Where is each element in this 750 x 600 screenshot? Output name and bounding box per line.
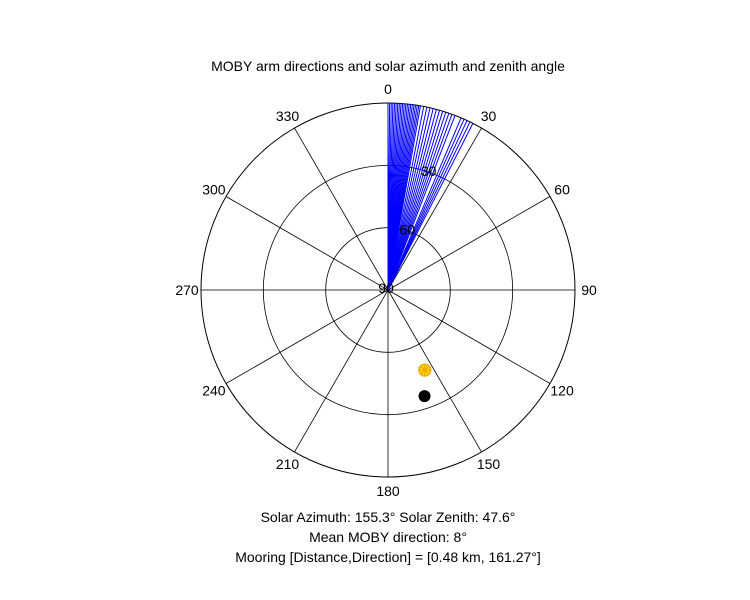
- radial-tick-label: 60: [400, 221, 416, 237]
- angle-tick-label: 120: [550, 383, 574, 399]
- arm-directions: [387, 103, 474, 291]
- angle-tick-labels: 0 30 60 90 120 150 180 210 240 270 300 330: [175, 81, 597, 499]
- arm-direction-line: [387, 121, 471, 291]
- angle-tick-label: 210: [276, 456, 300, 472]
- grid-spoke: [294, 289, 389, 453]
- angle-tick-label: 270: [175, 282, 199, 298]
- sun-marker: [418, 363, 432, 377]
- angle-tick-label: 240: [202, 383, 226, 399]
- arm-direction-line: [387, 107, 431, 291]
- arm-direction-line: [387, 115, 456, 291]
- grid-spoke: [387, 196, 551, 291]
- arm-direction-line: [387, 117, 462, 291]
- arm-direction-line: [387, 105, 421, 291]
- angle-tick-label: 60: [554, 182, 570, 198]
- grid-spoke: [294, 127, 389, 291]
- radial-tick-label: 30: [421, 163, 437, 179]
- arm-direction-line: [387, 109, 437, 291]
- arm-direction-line: [387, 106, 428, 291]
- mean-moby-caption: Mean MOBY direction: 8°: [309, 529, 467, 545]
- mooring-caption: Mooring [Distance,Direction] = [0.48 km,…: [235, 549, 541, 565]
- arm-direction-line: [387, 123, 474, 291]
- angle-tick-label: 330: [276, 108, 300, 124]
- arm-direction-line: [387, 110, 441, 291]
- angle-tick-label: 0: [384, 81, 392, 97]
- arm-direction-line: [387, 108, 434, 291]
- radial-tick-labels: 30 60 90: [378, 163, 436, 296]
- angle-tick-label: 180: [376, 483, 400, 499]
- markers: [418, 363, 432, 403]
- mean-moby-marker: [418, 390, 431, 403]
- grid-spoke: [387, 127, 482, 291]
- solar-info-caption: Solar Azimuth: 155.3° Solar Zenith: 47.6…: [260, 509, 516, 525]
- arm-direction-line: [387, 106, 425, 291]
- grid-spoke: [225, 196, 389, 291]
- arm-direction-line: [387, 111, 444, 291]
- angle-tick-label: 300: [202, 182, 226, 198]
- angle-tick-label: 150: [477, 456, 501, 472]
- angle-tick-label: 30: [481, 108, 497, 124]
- grid-spoke: [387, 289, 551, 384]
- arm-direction-line: [387, 111, 447, 291]
- arm-direction-line: [387, 114, 453, 291]
- radial-tick-label: 90: [378, 280, 394, 296]
- arm-direction-line: [387, 118, 465, 291]
- arm-direction-line: [387, 113, 450, 291]
- grid-spoke: [387, 289, 482, 453]
- angle-tick-label: 90: [581, 282, 597, 298]
- grid-spoke: [225, 289, 389, 384]
- chart-title: MOBY arm directions and solar azimuth an…: [211, 58, 565, 74]
- arm-direction-line: [387, 120, 468, 291]
